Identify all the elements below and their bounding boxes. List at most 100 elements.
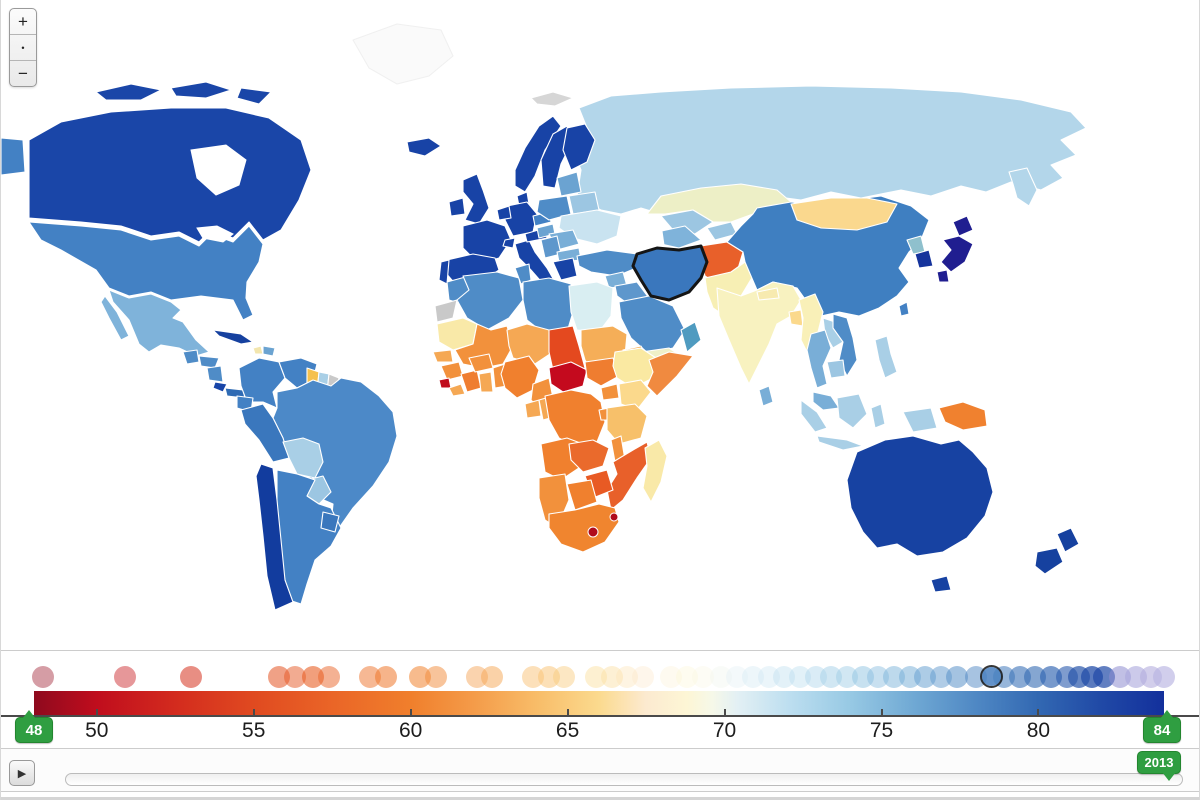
country-thailand[interactable] <box>806 329 832 389</box>
country-somalia[interactable] <box>646 351 694 397</box>
country-malaysia[interactable] <box>812 391 840 411</box>
country-usa-alaska[interactable] <box>1 137 26 176</box>
country-sierra-leone[interactable] <box>438 377 452 389</box>
country-canada-arctic-1[interactable] <box>95 83 162 101</box>
country-baltics[interactable] <box>556 171 582 197</box>
country-swaziland[interactable] <box>609 512 619 522</box>
country-finland[interactable] <box>562 123 596 171</box>
country-guinea[interactable] <box>440 361 464 381</box>
legend-selected-dot[interactable] <box>979 665 1003 688</box>
country-niger[interactable] <box>506 323 554 365</box>
country-zambia[interactable] <box>568 439 610 473</box>
country-greenland[interactable] <box>352 23 454 85</box>
country-guatemala[interactable] <box>182 349 200 365</box>
country-vietnam[interactable] <box>832 313 858 377</box>
country-ireland[interactable] <box>448 197 466 217</box>
zoom-reset-button[interactable]: • <box>10 34 36 60</box>
country-algeria[interactable] <box>456 271 524 331</box>
country-ivory-coast[interactable] <box>460 369 482 393</box>
legend-country-dot[interactable] <box>374 666 397 688</box>
legend-country-dot[interactable] <box>691 666 714 688</box>
country-benelux[interactable] <box>496 205 512 221</box>
country-papua-new-guinea[interactable] <box>938 401 988 431</box>
legend-country-dot[interactable] <box>553 666 576 688</box>
country-nepal[interactable] <box>756 287 780 301</box>
country-france[interactable] <box>462 219 512 265</box>
legend-country-dot[interactable] <box>675 666 698 688</box>
legend-country-dot[interactable] <box>283 666 306 688</box>
timeline-track[interactable] <box>65 773 1183 786</box>
country-indonesia-sulawesi[interactable] <box>870 403 886 429</box>
country-iran-selected[interactable] <box>631 244 709 302</box>
country-svalbard[interactable] <box>530 91 574 107</box>
country-mozambique[interactable] <box>606 441 652 511</box>
country-bolivia[interactable] <box>282 437 324 479</box>
legend-country-dot[interactable] <box>481 666 504 688</box>
legend-country-dot[interactable] <box>32 666 55 688</box>
country-russia[interactable] <box>572 85 1087 215</box>
legend-country-dot[interactable] <box>631 666 654 688</box>
country-canada-arctic-2[interactable] <box>170 81 232 99</box>
country-taiwan[interactable] <box>898 301 910 317</box>
country-switzerland[interactable] <box>502 237 516 249</box>
country-mongolia[interactable] <box>790 197 898 231</box>
legend-country-dot[interactable] <box>318 666 341 688</box>
country-uruguay[interactable] <box>320 511 340 533</box>
country-australia[interactable] <box>846 435 994 557</box>
country-cambodia[interactable] <box>826 359 846 379</box>
country-indonesia-borneo[interactable] <box>836 393 868 429</box>
country-uk[interactable] <box>462 173 490 225</box>
country-canada-arctic-3[interactable] <box>236 87 272 105</box>
zoom-out-button[interactable]: − <box>10 60 36 86</box>
country-gabon[interactable] <box>524 399 542 419</box>
country-senegal[interactable] <box>432 349 454 363</box>
country-new-zealand-north[interactable] <box>1056 527 1080 553</box>
country-poland[interactable] <box>536 195 572 221</box>
country-indonesia-java[interactable] <box>816 435 864 451</box>
legend-country-dot[interactable] <box>741 666 764 688</box>
country-india[interactable] <box>716 281 802 385</box>
legend-country-dot[interactable] <box>945 666 968 688</box>
country-nigeria[interactable] <box>500 355 540 399</box>
country-russia-kamchatka[interactable] <box>1008 167 1038 207</box>
country-portugal[interactable] <box>438 259 450 285</box>
country-mexico[interactable] <box>108 289 210 357</box>
country-western-sahara[interactable] <box>434 299 458 323</box>
country-saudi-arabia[interactable] <box>618 295 686 355</box>
country-australia-tasmania[interactable] <box>930 575 952 593</box>
legend-country-dot[interactable] <box>660 666 683 688</box>
legend-country-dot[interactable] <box>179 666 202 688</box>
country-philippines[interactable] <box>874 335 898 379</box>
country-south-korea[interactable] <box>914 249 934 269</box>
country-lesotho[interactable] <box>587 526 599 538</box>
country-haiti[interactable] <box>252 345 264 355</box>
country-germany[interactable] <box>504 201 538 237</box>
country-tanzania[interactable] <box>606 403 648 445</box>
legend-country-dot[interactable] <box>424 666 447 688</box>
country-iceland[interactable] <box>406 137 442 157</box>
country-usa[interactable] <box>28 221 264 321</box>
legend-min-handle[interactable]: 48 <box>15 710 53 743</box>
country-chile[interactable] <box>255 463 294 611</box>
legend-country-dot[interactable] <box>600 666 623 688</box>
country-egypt[interactable] <box>568 281 614 333</box>
legend-country-dot[interactable] <box>726 666 749 688</box>
zoom-in-button[interactable]: + <box>10 9 36 34</box>
country-indonesia-papua[interactable] <box>902 407 938 433</box>
country-south-sudan[interactable] <box>584 357 620 387</box>
legend-country-dot[interactable] <box>1153 666 1175 688</box>
legend-max-handle[interactable]: 84 <box>1143 710 1181 743</box>
country-kenya[interactable] <box>618 379 652 411</box>
country-dominican-republic[interactable] <box>262 345 276 357</box>
country-sri-lanka[interactable] <box>758 385 774 407</box>
country-canada[interactable] <box>28 107 312 243</box>
country-japan-honshu[interactable] <box>940 235 974 273</box>
country-madagascar[interactable] <box>642 439 668 503</box>
country-drc[interactable] <box>544 389 606 449</box>
country-bangladesh[interactable] <box>788 309 804 327</box>
country-new-zealand-south[interactable] <box>1034 547 1064 575</box>
legend-country-dot[interactable] <box>773 666 796 688</box>
country-costa-rica[interactable] <box>212 381 228 393</box>
legend-country-dot[interactable] <box>710 666 733 688</box>
legend-country-dot[interactable] <box>584 666 607 688</box>
